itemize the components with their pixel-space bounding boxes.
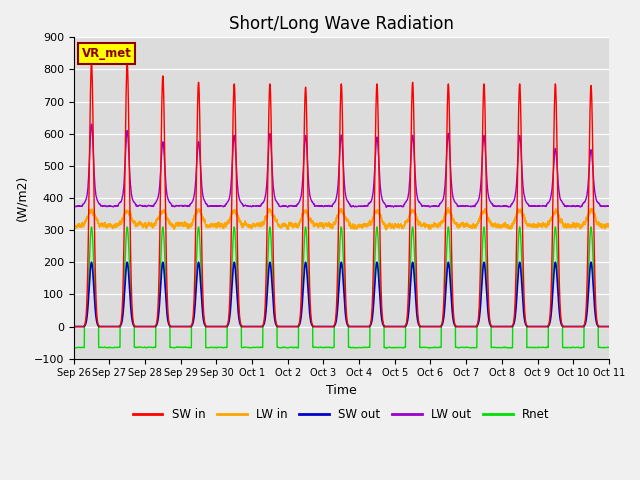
SW out	[605, 324, 612, 329]
Rnet	[576, 345, 584, 351]
LW in	[605, 224, 612, 229]
LW in	[323, 221, 331, 227]
LW out	[582, 194, 590, 200]
SW in	[605, 324, 612, 329]
Line: LW out: LW out	[74, 124, 609, 207]
SW in	[576, 324, 584, 329]
Line: SW in: SW in	[74, 63, 609, 326]
LW in	[70, 221, 77, 227]
Rnet	[461, 345, 469, 350]
LW in	[444, 205, 452, 211]
LW in	[382, 227, 390, 233]
Line: LW in: LW in	[74, 208, 609, 230]
SW out	[576, 324, 584, 329]
SW in	[323, 324, 331, 329]
Rnet	[476, 299, 484, 305]
LW out	[88, 121, 95, 127]
Rnet	[252, 345, 259, 350]
SW in	[252, 324, 259, 329]
Rnet	[605, 345, 612, 350]
LW out	[476, 189, 484, 195]
LW out	[323, 203, 331, 209]
SW out	[323, 324, 331, 329]
SW out	[252, 324, 259, 329]
SW out	[582, 315, 590, 321]
SW in	[461, 324, 468, 329]
LW out	[70, 203, 77, 209]
Rnet	[88, 224, 95, 230]
LW in	[582, 216, 590, 222]
Rnet	[323, 345, 331, 350]
Rnet	[582, 309, 590, 315]
LW out	[605, 203, 612, 209]
LW in	[461, 221, 469, 227]
LW in	[576, 226, 584, 232]
LW out	[461, 203, 469, 209]
LW in	[252, 222, 259, 228]
Line: Rnet: Rnet	[74, 227, 609, 348]
X-axis label: Time: Time	[326, 384, 356, 397]
Y-axis label: (W/m2): (W/m2)	[15, 175, 28, 221]
Legend: SW in, LW in, SW out, LW out, Rnet: SW in, LW in, SW out, LW out, Rnet	[128, 403, 554, 426]
Rnet	[70, 345, 77, 350]
Text: VR_met: VR_met	[82, 47, 132, 60]
SW in	[88, 60, 95, 66]
Rnet	[382, 345, 390, 351]
LW out	[576, 204, 584, 210]
SW in	[582, 300, 590, 306]
SW out	[88, 259, 95, 265]
Line: SW out: SW out	[74, 262, 609, 326]
Title: Short/Long Wave Radiation: Short/Long Wave Radiation	[229, 15, 454, 33]
SW out	[461, 324, 468, 329]
LW out	[382, 204, 390, 210]
SW in	[70, 324, 77, 329]
LW in	[476, 214, 484, 220]
LW out	[252, 203, 259, 209]
SW out	[70, 324, 77, 329]
SW in	[476, 280, 484, 286]
SW out	[476, 309, 484, 314]
